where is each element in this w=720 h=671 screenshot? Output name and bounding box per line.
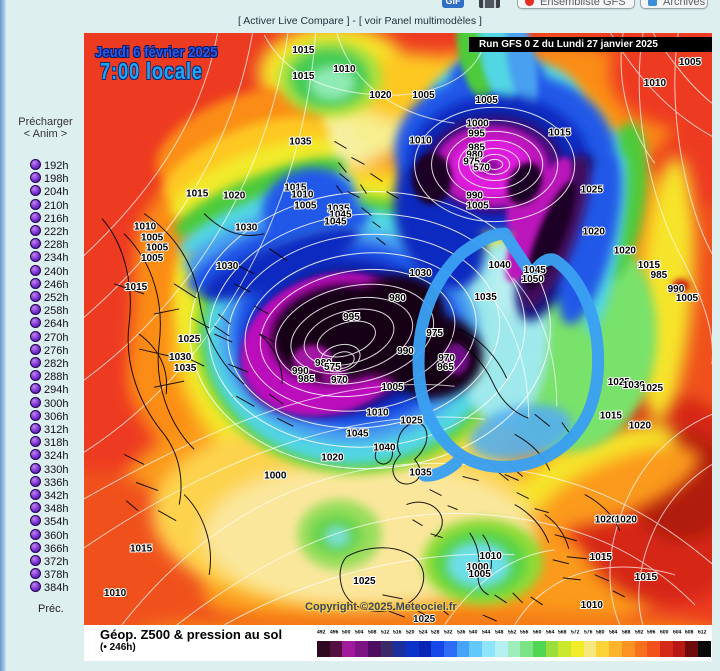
svg-text:985: 985 <box>651 270 668 281</box>
svg-text:1030: 1030 <box>235 223 258 234</box>
svg-text:1010: 1010 <box>480 551 503 562</box>
svg-text:1025: 1025 <box>353 576 376 587</box>
svg-text:1000: 1000 <box>264 470 287 481</box>
svg-text:980: 980 <box>466 149 483 160</box>
svg-text:970: 970 <box>331 375 348 386</box>
svg-text:1020: 1020 <box>614 246 637 257</box>
svg-text:985: 985 <box>298 374 315 385</box>
svg-text:1010: 1010 <box>291 190 314 201</box>
svg-text:1005: 1005 <box>146 243 169 254</box>
svg-text:1005: 1005 <box>294 201 317 212</box>
svg-text:1035: 1035 <box>174 363 197 374</box>
svg-text:970: 970 <box>438 353 455 364</box>
svg-text:995: 995 <box>468 128 485 139</box>
svg-text:1015: 1015 <box>549 127 572 138</box>
svg-text:1045: 1045 <box>346 428 369 439</box>
svg-text:1020: 1020 <box>595 515 618 526</box>
svg-text:1040: 1040 <box>489 260 512 271</box>
svg-text:1005: 1005 <box>141 233 164 244</box>
svg-text:1005: 1005 <box>141 253 164 264</box>
svg-text:975: 975 <box>426 328 443 339</box>
svg-text:1015: 1015 <box>130 544 153 555</box>
svg-text:1015: 1015 <box>125 282 148 293</box>
svg-text:1025: 1025 <box>400 415 423 426</box>
svg-text:1015: 1015 <box>635 572 658 583</box>
svg-text:1015: 1015 <box>600 410 623 421</box>
svg-text:985: 985 <box>468 142 485 153</box>
svg-text:1020: 1020 <box>321 452 344 463</box>
svg-text:1030: 1030 <box>216 261 239 272</box>
svg-text:1015: 1015 <box>292 71 315 82</box>
svg-text:1015: 1015 <box>590 552 613 563</box>
svg-text:1020: 1020 <box>629 420 652 431</box>
svg-text:1005: 1005 <box>676 293 699 304</box>
svg-text:995: 995 <box>343 312 360 323</box>
svg-text:1020: 1020 <box>615 515 638 526</box>
svg-text:1005: 1005 <box>466 201 489 212</box>
svg-text:1010: 1010 <box>581 600 604 611</box>
svg-text:1030: 1030 <box>623 380 646 391</box>
svg-text:1000: 1000 <box>466 562 489 573</box>
svg-text:980: 980 <box>315 358 332 369</box>
svg-text:1040: 1040 <box>373 442 396 453</box>
svg-text:1010: 1010 <box>333 64 356 75</box>
svg-text:1020: 1020 <box>369 90 392 101</box>
svg-text:570: 570 <box>473 162 490 173</box>
svg-text:1030: 1030 <box>169 352 192 363</box>
svg-text:1010: 1010 <box>644 78 667 89</box>
svg-text:1035: 1035 <box>289 136 312 147</box>
svg-text:1035: 1035 <box>327 204 350 215</box>
svg-text:965: 965 <box>437 362 454 373</box>
svg-text:1025: 1025 <box>581 185 604 196</box>
svg-text:1045: 1045 <box>524 265 547 276</box>
svg-text:1025: 1025 <box>641 383 664 394</box>
svg-text:990: 990 <box>668 284 685 295</box>
svg-text:1025: 1025 <box>178 334 201 345</box>
svg-text:1005: 1005 <box>468 569 491 580</box>
svg-text:990: 990 <box>292 366 309 377</box>
svg-text:1005: 1005 <box>412 90 435 101</box>
svg-text:1010: 1010 <box>409 135 432 146</box>
svg-text:1050: 1050 <box>522 274 545 285</box>
svg-text:575: 575 <box>324 362 341 373</box>
svg-text:1020: 1020 <box>223 191 246 202</box>
svg-text:1015: 1015 <box>284 183 307 194</box>
svg-text:980: 980 <box>389 293 406 304</box>
svg-text:1015: 1015 <box>638 260 661 271</box>
svg-text:1015: 1015 <box>186 189 209 200</box>
svg-text:1005: 1005 <box>476 95 499 106</box>
svg-text:1035: 1035 <box>475 292 498 303</box>
svg-text:975: 975 <box>463 156 480 167</box>
svg-text:990: 990 <box>397 346 414 357</box>
svg-text:1045: 1045 <box>324 217 347 228</box>
svg-text:1005: 1005 <box>381 382 404 393</box>
svg-text:1000: 1000 <box>466 118 489 129</box>
svg-text:1025: 1025 <box>608 377 631 388</box>
svg-text:1010: 1010 <box>366 407 389 418</box>
svg-text:1015: 1015 <box>292 45 315 56</box>
svg-text:1020: 1020 <box>583 227 606 238</box>
svg-text:990: 990 <box>466 191 483 202</box>
svg-text:1010: 1010 <box>104 588 127 599</box>
svg-text:1045: 1045 <box>329 210 352 221</box>
svg-text:1030: 1030 <box>409 268 432 279</box>
svg-text:1005: 1005 <box>679 57 702 68</box>
svg-text:1010: 1010 <box>134 222 157 233</box>
svg-text:1035: 1035 <box>409 467 432 478</box>
